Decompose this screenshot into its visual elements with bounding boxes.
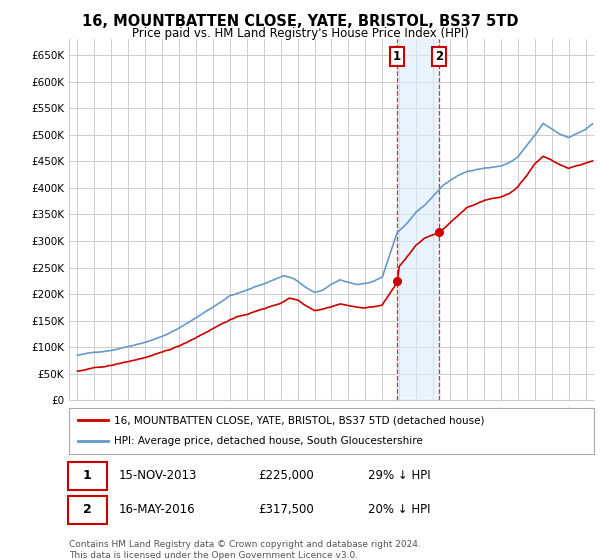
Text: 16, MOUNTBATTEN CLOSE, YATE, BRISTOL, BS37 5TD: 16, MOUNTBATTEN CLOSE, YATE, BRISTOL, BS…	[82, 14, 518, 29]
Text: 15-NOV-2013: 15-NOV-2013	[119, 469, 197, 482]
Bar	[397, 39, 439, 400]
Text: £225,000: £225,000	[258, 469, 314, 482]
Text: 2: 2	[436, 50, 443, 63]
FancyBboxPatch shape	[68, 496, 107, 524]
Text: 1: 1	[83, 469, 92, 482]
Text: 2: 2	[83, 503, 92, 516]
Text: 16, MOUNTBATTEN CLOSE, YATE, BRISTOL, BS37 5TD (detached house): 16, MOUNTBATTEN CLOSE, YATE, BRISTOL, BS…	[113, 415, 484, 425]
FancyBboxPatch shape	[68, 462, 107, 490]
Text: 20% ↓ HPI: 20% ↓ HPI	[368, 503, 431, 516]
Text: £317,500: £317,500	[258, 503, 314, 516]
Text: HPI: Average price, detached house, South Gloucestershire: HPI: Average price, detached house, Sout…	[113, 436, 422, 446]
Text: 1: 1	[393, 50, 401, 63]
Text: Contains HM Land Registry data © Crown copyright and database right 2024.
This d: Contains HM Land Registry data © Crown c…	[69, 540, 421, 560]
Text: 29% ↓ HPI: 29% ↓ HPI	[368, 469, 431, 482]
Text: 16-MAY-2016: 16-MAY-2016	[119, 503, 196, 516]
Text: Price paid vs. HM Land Registry's House Price Index (HPI): Price paid vs. HM Land Registry's House …	[131, 27, 469, 40]
